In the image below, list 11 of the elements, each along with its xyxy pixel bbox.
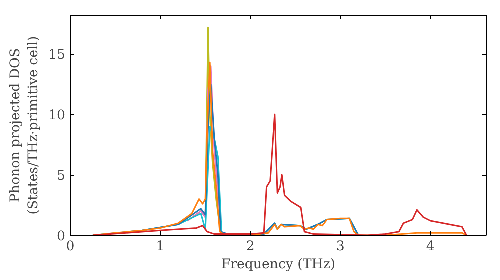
x-tick-label: 3: [336, 240, 345, 254]
x-tick-label: 2: [246, 240, 255, 254]
x-tick-label: 1: [156, 240, 165, 254]
line-series: [92, 114, 468, 236]
y-tick-label: 5: [57, 169, 66, 184]
y-tick-label: 15: [48, 48, 66, 64]
x-axis-title: Frequency (THz): [221, 258, 336, 272]
y-axis-title: Phonon projected DOS (States/THz·primitive cell): [8, 36, 42, 215]
y-tick-label: 10: [48, 108, 66, 124]
x-tick-label: 4: [426, 240, 435, 254]
y-tick-label: 0: [57, 230, 66, 244]
